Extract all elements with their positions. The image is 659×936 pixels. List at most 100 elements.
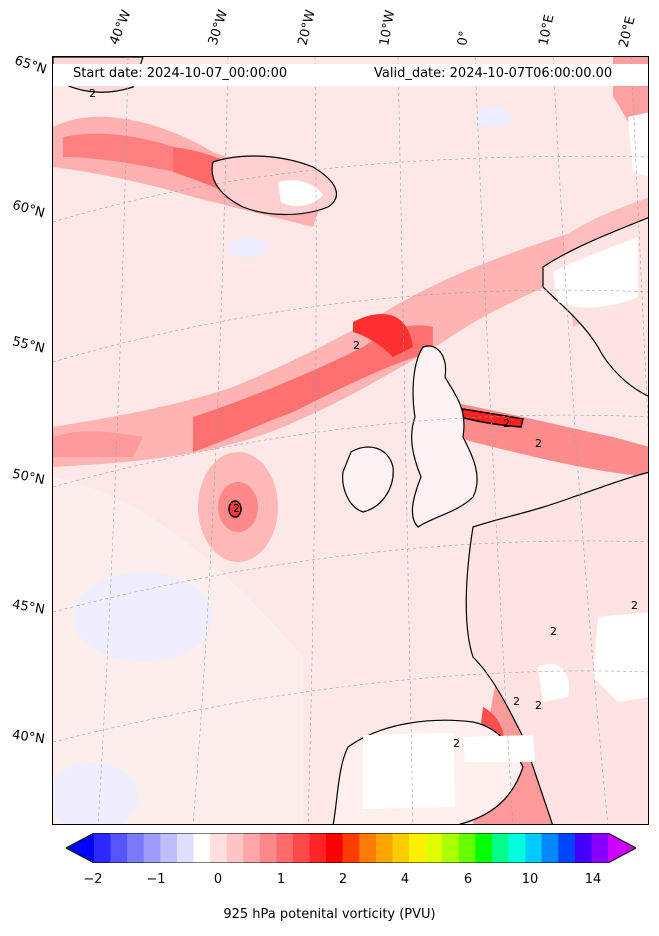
great-britain-landmass <box>411 345 478 528</box>
colorbar-tick-label: 4 <box>400 872 410 887</box>
lon-label-30w: 30°W <box>205 8 232 47</box>
colorbar-cell <box>309 833 327 863</box>
graticule-lat-50 <box>53 414 648 488</box>
lon-label-10e: 10°E <box>536 13 558 48</box>
terrain-mask <box>538 663 569 702</box>
lat-label-60n: 60°N <box>10 197 47 222</box>
lon-label-0: 0° <box>455 29 473 47</box>
start-date-label: Start date: 2024-10-07_00:00:00 <box>73 66 288 81</box>
lat-label-55n: 55°N <box>10 334 47 357</box>
contour-label-group: 2 2 2 2 2 2 2 2 2 2 <box>89 87 638 750</box>
graticule-lon-30w <box>192 57 229 824</box>
contour-label: 2 <box>233 502 240 515</box>
colorbar-cell <box>359 833 377 863</box>
graticule-lon-10e <box>552 57 609 824</box>
colorbar-cell <box>458 833 476 863</box>
negative-pv-patch <box>73 572 213 662</box>
colorbar-tick-label: 6 <box>463 872 473 887</box>
contour-label: 2 <box>513 695 520 708</box>
terrain-mask <box>628 112 648 177</box>
colorbar-tick-label: 10 <box>521 872 539 887</box>
pv-band-main-core <box>353 314 413 357</box>
colorbar-cell <box>375 833 393 863</box>
contour-label: 2 <box>535 699 542 712</box>
graticule-lat-45 <box>53 540 648 613</box>
contour-label: 2 <box>353 339 360 352</box>
colorbar-cell <box>276 833 294 863</box>
colorbar-tick-label: 0 <box>213 872 223 887</box>
pv-band-main <box>53 227 613 467</box>
colorbar-tick-label: 2 <box>338 872 348 887</box>
graticule-lon-20w <box>307 57 317 824</box>
colorbar-cell <box>574 833 592 863</box>
negative-pv-patch <box>475 107 511 127</box>
lon-label-20e: 20°E <box>616 15 639 49</box>
pv-contour-northsea <box>460 408 524 428</box>
lat-label-65n: 65°N <box>12 53 49 78</box>
lon-label-40w: 40°W <box>107 8 135 47</box>
pv-band-north-core <box>63 133 203 177</box>
colorbar-cell <box>425 833 443 863</box>
contour-label: 2 <box>453 737 460 750</box>
colorbar-tick-label: −1 <box>146 872 166 887</box>
graticule-lon-20e <box>630 57 648 428</box>
colorbar-cell <box>243 833 261 863</box>
negative-pv-patch <box>228 237 268 257</box>
cyclone-contour <box>228 500 242 518</box>
lon-label-20w: 20°W <box>295 8 319 47</box>
colorbar-cell <box>475 833 493 863</box>
contour-label: 2 <box>550 625 557 638</box>
colorbar-cell <box>226 833 244 863</box>
graticule-lon-10w <box>397 57 414 824</box>
colorbar-cell <box>143 833 161 863</box>
colorbar-cell <box>127 833 145 863</box>
europe-landmass <box>465 471 648 824</box>
terrain-mask <box>463 735 535 762</box>
header-band <box>53 64 648 86</box>
colorbar-cell <box>525 833 543 863</box>
colorbar-cell <box>193 833 211 863</box>
colorbar-title: 925 hPa potenital vorticity (PVU) <box>223 907 436 922</box>
graticule-lon-0 <box>474 57 514 824</box>
graticule-lat-55 <box>53 289 648 363</box>
colorbar-cell <box>409 833 427 863</box>
ireland-landmass <box>342 446 394 513</box>
lat-label-40n: 40°N <box>11 727 46 748</box>
pv-band-main-core <box>193 325 433 452</box>
contour-label: 2 <box>89 87 96 100</box>
colorbar-tick-label: 14 <box>584 872 602 887</box>
contour-label: 2 <box>503 417 510 430</box>
pv-band-west <box>53 431 143 457</box>
contour-label: 2 <box>631 599 638 612</box>
colorbar-tick-label: −2 <box>83 872 103 887</box>
alps-terrain-mask <box>593 612 648 702</box>
negative-pv-patch <box>53 762 138 824</box>
valid-date-label: Valid_date: 2024-10-07T06:00:00.00 <box>374 66 613 81</box>
lat-label-50n: 50°N <box>10 466 46 489</box>
colorbar-cells <box>66 833 636 863</box>
colorbar-cell <box>508 833 526 863</box>
colorbar-cell <box>442 833 460 863</box>
vorticity-map: 2 2 2 2 2 2 2 2 2 2 <box>53 57 648 824</box>
contour-label: 2 <box>535 437 542 450</box>
colorbar-cell <box>342 833 360 863</box>
colorbar-cell <box>210 833 228 863</box>
colorbar-cell <box>292 833 311 863</box>
colorbar-cell <box>259 833 277 863</box>
colorbar-extend-max <box>608 833 636 863</box>
colorbar-extend-min <box>66 833 94 863</box>
colorbar-cell <box>591 833 609 863</box>
colorbar-cell <box>491 833 510 863</box>
colorbar-cell <box>326 833 344 863</box>
colorbar-cell <box>160 833 178 863</box>
colorbar-cell <box>94 833 112 863</box>
colorbar-tick-label: 1 <box>276 872 286 887</box>
graticule-lat-40 <box>53 670 648 743</box>
graticule-lat-60 <box>53 156 648 223</box>
colorbar-cell <box>176 833 194 863</box>
lon-label-10w: 10°W <box>377 9 399 48</box>
colorbar <box>66 833 636 863</box>
lat-label-45n: 45°N <box>10 597 46 618</box>
colorbar-cell <box>541 833 559 863</box>
graticule-lon-40w <box>97 57 129 824</box>
